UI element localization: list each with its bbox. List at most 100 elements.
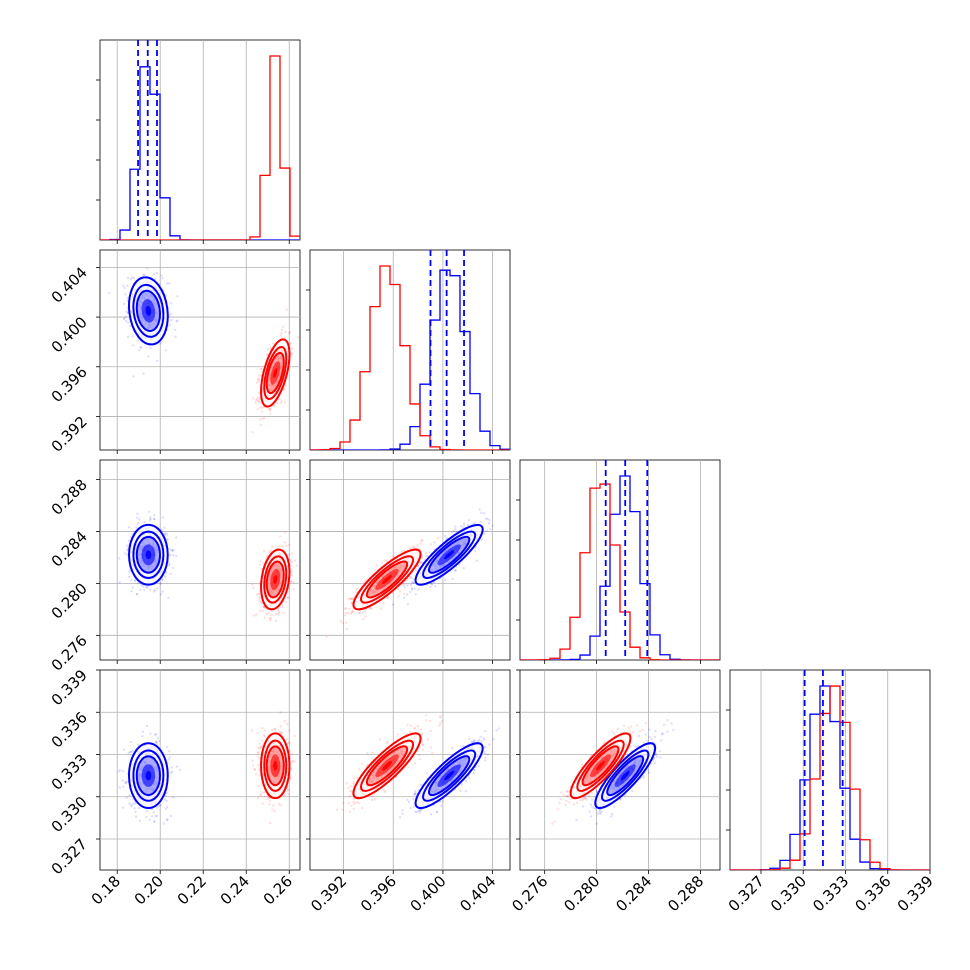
sample-point	[118, 557, 121, 560]
sample-point	[132, 375, 135, 378]
sample-point	[262, 417, 266, 420]
sample-point	[258, 595, 261, 599]
sample-point	[344, 611, 347, 615]
sample-point	[424, 551, 428, 555]
contour-line	[414, 523, 484, 586]
sample-point	[466, 523, 470, 527]
sample-point	[291, 552, 294, 555]
sample-point	[131, 335, 134, 338]
sample-point	[417, 588, 420, 591]
sample-point	[169, 572, 172, 576]
sample-point	[131, 749, 135, 753]
sample-point	[163, 526, 166, 529]
sample-point	[163, 798, 167, 801]
contour-line	[260, 548, 291, 611]
sample-point	[129, 803, 133, 807]
sample-point	[127, 525, 131, 529]
sample-point	[257, 377, 260, 381]
sample-point	[149, 516, 152, 519]
sample-point	[277, 611, 281, 615]
sample-point	[462, 566, 466, 570]
sample-point	[149, 346, 152, 350]
sample-point	[123, 286, 126, 290]
sample-point	[436, 536, 440, 540]
sample-point	[452, 529, 456, 533]
sample-point	[429, 585, 432, 589]
sample-point	[290, 571, 293, 574]
sample-point	[258, 563, 262, 566]
sample-point	[258, 747, 261, 750]
sample-point	[259, 746, 263, 749]
histogram-red	[100, 55, 300, 240]
sample-point	[136, 743, 140, 746]
sample-point	[125, 796, 128, 799]
sample-point	[276, 401, 279, 405]
sample-point	[169, 301, 173, 305]
sample-point	[143, 520, 146, 524]
sample-point	[285, 544, 288, 547]
sample-point	[409, 590, 412, 594]
sample-point	[339, 619, 342, 623]
sample-point	[454, 569, 457, 572]
sample-point	[379, 607, 383, 611]
panel-3-0	[96, 669, 301, 874]
sample-point	[386, 595, 389, 599]
sample-point	[128, 802, 131, 805]
sample-point	[410, 587, 414, 590]
sample-point	[419, 561, 423, 564]
sample-point	[483, 532, 486, 536]
sample-point	[406, 603, 410, 606]
sample-point	[380, 561, 384, 564]
sample-point	[166, 538, 169, 541]
sample-point	[138, 819, 142, 822]
sample-point	[428, 551, 431, 554]
sample-point	[383, 558, 386, 562]
sample-point	[176, 295, 179, 298]
sample-point	[138, 349, 141, 352]
sample-point	[257, 379, 260, 383]
panel-2-0	[96, 459, 301, 664]
sample-point	[290, 580, 293, 584]
sample-point	[479, 520, 482, 524]
sample-point	[148, 818, 151, 821]
sample-point	[257, 784, 260, 788]
sample-point	[124, 781, 127, 784]
sample-point	[402, 596, 406, 599]
sample-point	[488, 519, 491, 522]
sample-point	[279, 730, 282, 734]
sample-point	[280, 400, 284, 403]
sample-point	[289, 347, 293, 350]
sample-point	[454, 525, 457, 528]
sample-point	[126, 553, 129, 556]
sample-point	[133, 579, 137, 583]
sample-point	[266, 797, 269, 801]
sample-point	[284, 330, 287, 334]
sample-point	[284, 384, 287, 388]
contour-line	[128, 523, 169, 586]
sample-point	[122, 748, 126, 751]
sample-point	[132, 802, 135, 805]
sample-point	[257, 399, 260, 403]
sample-point	[266, 347, 270, 351]
sample-point	[132, 277, 136, 280]
sample-point	[165, 805, 169, 809]
sample-point	[348, 607, 351, 610]
sample-point	[362, 617, 365, 621]
scatter-layer	[325, 508, 494, 639]
sample-point	[262, 605, 266, 609]
sample-point	[108, 291, 111, 295]
sample-point	[265, 353, 269, 357]
sample-point	[351, 597, 355, 600]
sample-point	[168, 755, 171, 759]
sample-point	[475, 559, 479, 562]
sample-point	[288, 330, 291, 334]
sample-point	[258, 391, 261, 395]
sample-point	[162, 822, 166, 825]
sample-point	[253, 768, 256, 771]
sample-point	[257, 400, 261, 403]
sample-point	[132, 530, 135, 533]
sample-point	[145, 815, 148, 819]
sample-point	[154, 740, 158, 743]
sample-point	[125, 310, 128, 313]
sample-point	[161, 516, 165, 519]
